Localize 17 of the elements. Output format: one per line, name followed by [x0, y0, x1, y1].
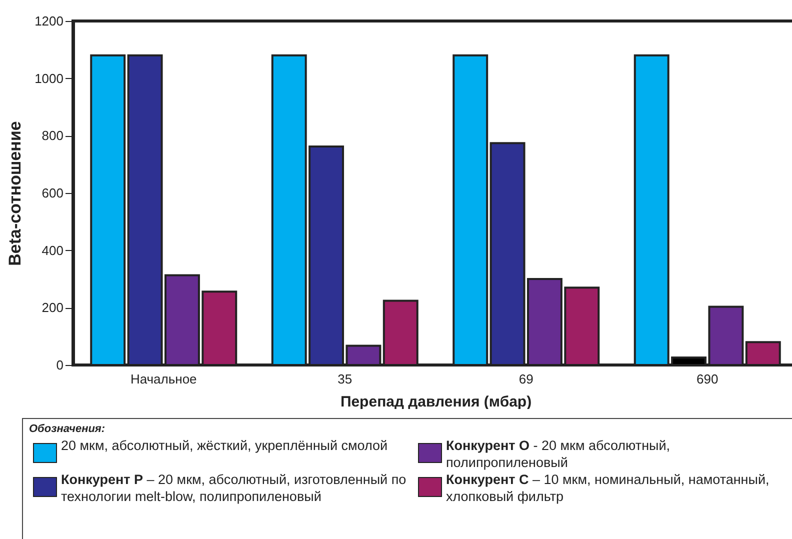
- legend-label: Конкурент O - 20 мкм абсолютный, полипропиленовый: [446, 437, 672, 471]
- y-tick-label: 0: [56, 358, 64, 372]
- y-tick-label: 400: [42, 242, 64, 258]
- x-tick-label: Начальное: [130, 372, 197, 386]
- x-tick-label: 690: [696, 372, 718, 386]
- x-tick-label: 35: [338, 372, 352, 386]
- y-tick-label: 1200: [34, 14, 64, 28]
- y-tick-label: 800: [42, 128, 64, 144]
- y-tick-label: 200: [42, 300, 64, 316]
- y-tick-label: 1000: [34, 70, 64, 86]
- y-tick-label: 600: [42, 186, 64, 200]
- legend-title: Обозначения:: [29, 423, 106, 435]
- legend-label: Конкурент C – 10 мкм, номинальный, намотанный, хлопковый фильтр: [446, 471, 770, 505]
- legend-label: 20 мкм, абсолютный, жёсткий, укреплённый смолой: [61, 437, 388, 454]
- y-axis-title: Beta-сотношение: [6, 121, 25, 266]
- legend-label: Конкурент P – 20 мкм, абсолютный, изготовленный по технологии melt-blow, полипропиленовый: [61, 471, 408, 505]
- x-tick-label: 69: [518, 372, 534, 386]
